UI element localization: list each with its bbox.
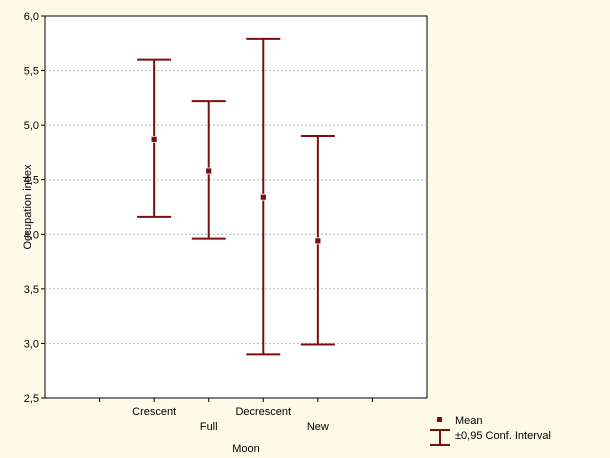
x-category-label-2: Decrescent: [235, 406, 291, 418]
y-tick-label-1: 3,0: [24, 338, 39, 350]
y-axis-title: Occupation index: [22, 164, 34, 249]
y-tick-label-4: 4,5: [24, 175, 39, 187]
x-axis-title: Moon: [232, 443, 260, 455]
legend-ci-label: ±0,95 Conf. Interval: [455, 430, 551, 442]
y-tick-label-2: 3,5: [24, 284, 39, 296]
legend: Mean ±0,95 Conf. Interval: [430, 415, 551, 446]
mean-marker-1: [205, 167, 213, 175]
y-tick-label-5: 5,0: [24, 120, 39, 132]
x-category-label-1: Full: [200, 421, 218, 433]
mean-marker-2: [259, 193, 267, 201]
y-tick-label-3: 4,0: [24, 229, 39, 241]
mean-marker-0: [150, 135, 158, 143]
y-tick-label-0: 2,5: [24, 393, 39, 405]
x-category-label-0: Crescent: [132, 406, 176, 418]
legend-mean-marker: [437, 417, 442, 422]
legend-mean-label: Mean: [455, 415, 483, 427]
y-tick-label-7: 6,0: [24, 11, 39, 23]
y-tick-label-6: 5,5: [24, 66, 39, 78]
error-bars: [137, 37, 335, 356]
x-category-label-3: New: [307, 421, 329, 433]
y-axis: 2,5 3,0 3,5 4,0 4,5 5,0 5,5 6,0: [24, 11, 45, 405]
plot-area: [44, 15, 428, 399]
mean-marker-3: [314, 237, 322, 245]
x-axis: Crescent Full Decrescent New: [99, 398, 373, 433]
